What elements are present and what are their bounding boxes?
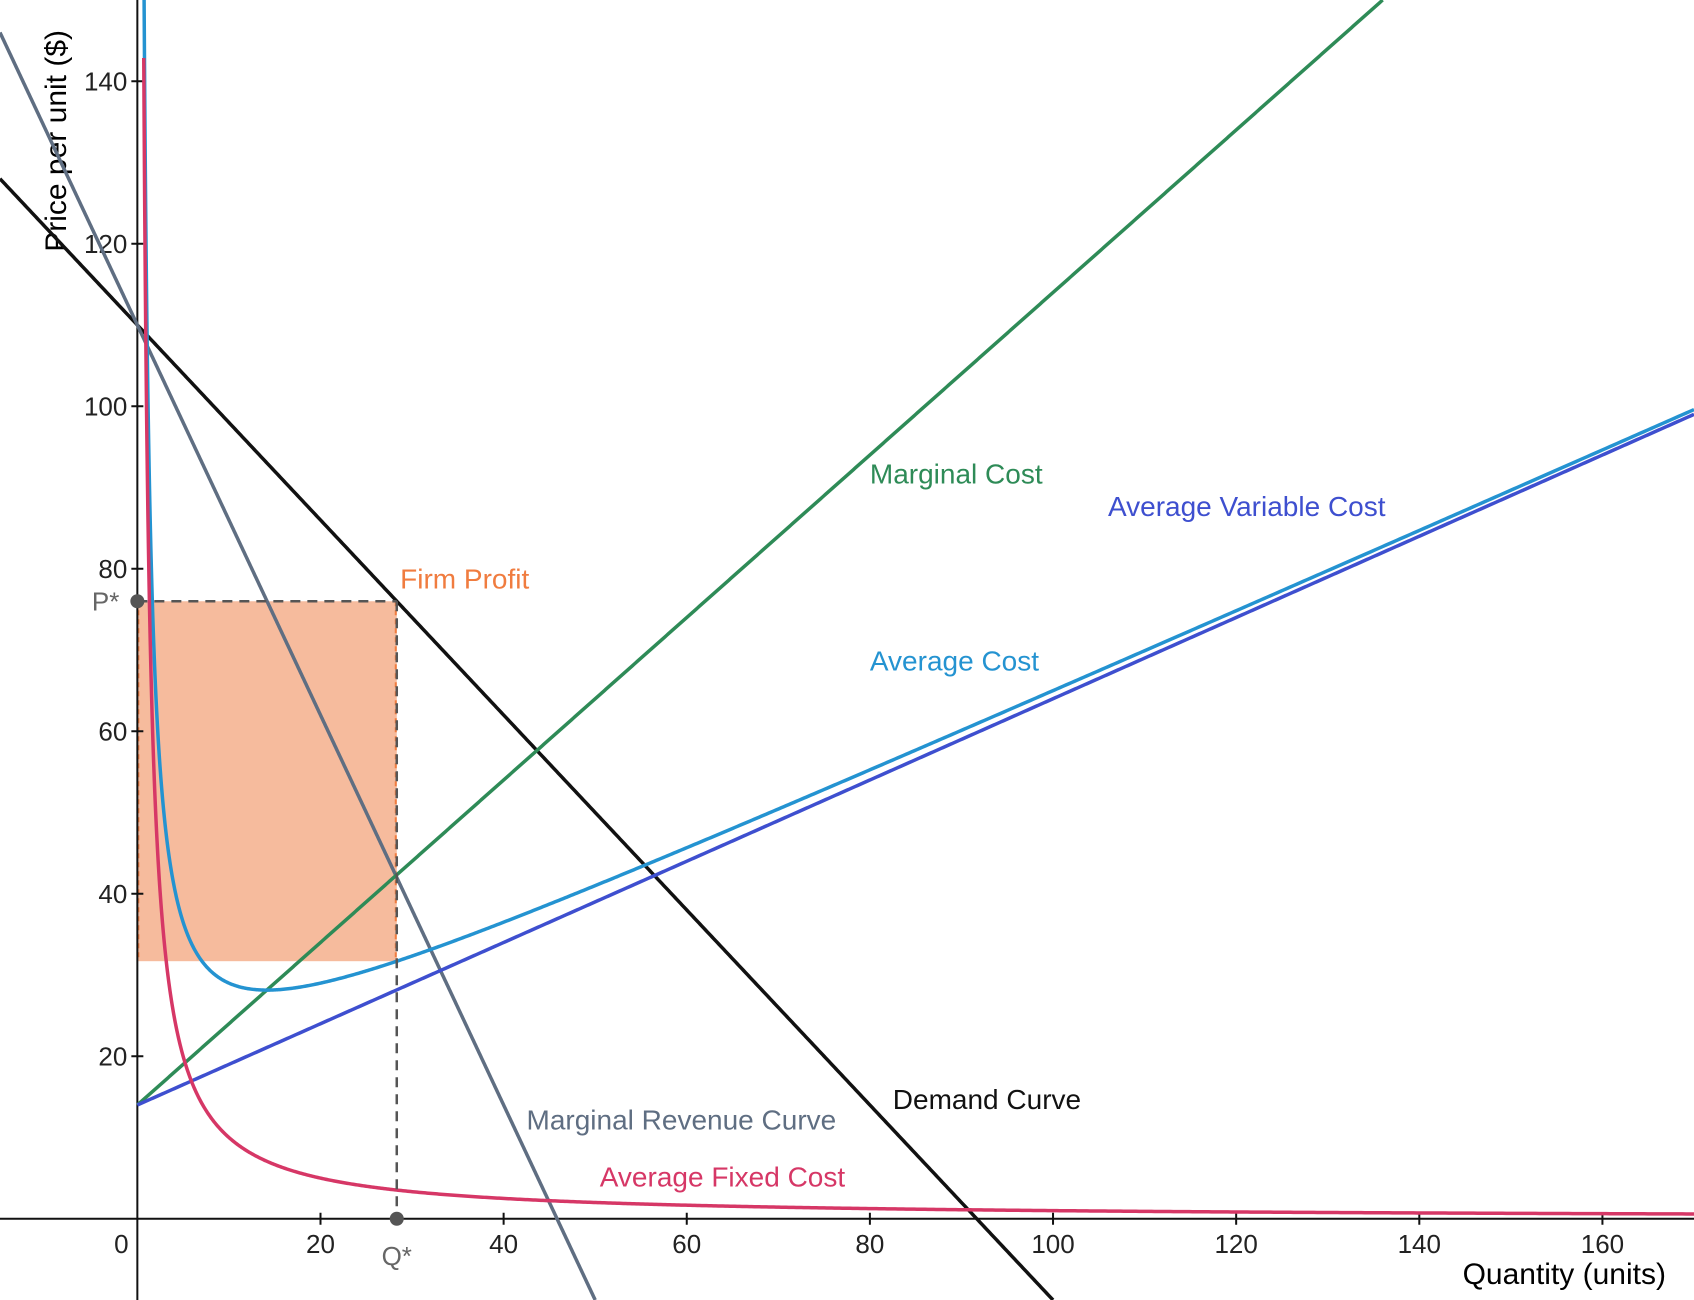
- x-tick-label: 120: [1214, 1229, 1257, 1259]
- y-tick-label: 60: [98, 716, 127, 746]
- average-variable-cost-label: Average Variable Cost: [1108, 491, 1386, 522]
- demand-curve-label: Demand Curve: [893, 1084, 1081, 1115]
- p-star-point: [130, 594, 145, 609]
- p-star-label: P*: [92, 586, 119, 616]
- firm-profit-label: Firm Profit: [400, 563, 529, 594]
- average-fixed-cost-line: [142, 56, 1694, 1216]
- y-tick-label: 40: [98, 879, 127, 909]
- x-tick-label: 100: [1031, 1229, 1074, 1259]
- marginal-cost-line: [136, 0, 1384, 1107]
- y-tick-label: 80: [98, 554, 127, 584]
- x-tick-label: 140: [1398, 1229, 1441, 1259]
- q-star-label: Q*: [382, 1241, 412, 1271]
- y-tick-label: 140: [84, 66, 127, 96]
- guide-lines: [130, 594, 404, 1226]
- average-fixed-cost-label: Average Fixed Cost: [600, 1161, 846, 1192]
- q-star-point: [389, 1211, 404, 1226]
- x-tick-label: 0: [114, 1229, 128, 1259]
- y-tick-label: 100: [84, 391, 127, 421]
- labels: P* Q* Marginal Cost Average Variable Cost Av…: [92, 458, 1386, 1270]
- average-variable-cost-line: [136, 412, 1694, 1107]
- firm-profit-region: [137, 601, 397, 962]
- profit-layer: [137, 601, 397, 962]
- average-cost-label: Average Cost: [870, 645, 1039, 676]
- x-tick-label: 20: [306, 1229, 335, 1259]
- x-tick-label: 60: [672, 1229, 701, 1259]
- marginal-revenue-curve-line: [0, 31, 597, 1300]
- y-axis-title: Price per unit ($): [40, 30, 73, 252]
- marginal-revenue-curve-label: Marginal Revenue Curve: [527, 1104, 837, 1135]
- x-tick-label: 80: [855, 1229, 884, 1259]
- demand-curve-line: [0, 177, 1055, 1300]
- x-tick-label: 160: [1581, 1229, 1624, 1259]
- x-axis-title: Quantity (units): [1463, 1258, 1666, 1291]
- marginal-cost-label: Marginal Cost: [870, 458, 1043, 489]
- average-cost-line: [142, 0, 1694, 992]
- x-tick-label: 40: [489, 1229, 518, 1259]
- y-tick-label: 20: [98, 1041, 127, 1071]
